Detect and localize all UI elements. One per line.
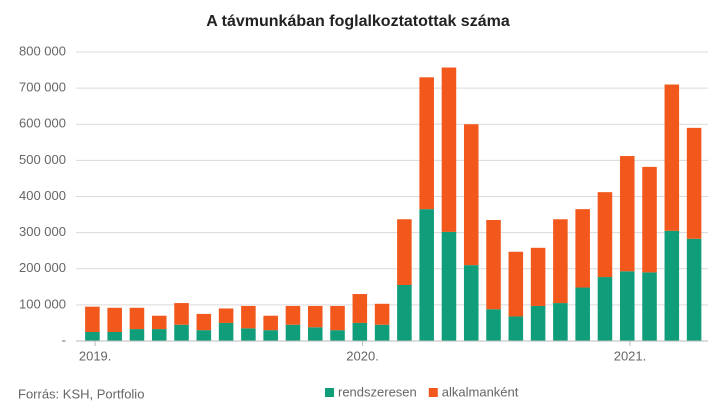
bar-segment bbox=[285, 324, 301, 341]
bar-segment bbox=[664, 84, 680, 231]
y-tick-label: 100 000 bbox=[19, 296, 66, 311]
y-tick-label: - bbox=[62, 332, 66, 347]
bar-segment bbox=[419, 77, 434, 210]
bar-segment bbox=[307, 327, 323, 341]
bar-segment bbox=[196, 313, 212, 331]
y-tick-label: 800 000 bbox=[19, 43, 66, 58]
bar-segment bbox=[374, 324, 390, 341]
y-tick-label: 300 000 bbox=[19, 224, 66, 239]
x-tick-label: 2019. bbox=[79, 348, 112, 363]
bar-segment bbox=[129, 307, 145, 330]
y-tick-label: 600 000 bbox=[19, 116, 66, 131]
bar-segment bbox=[575, 209, 590, 288]
y-tick-label: 500 000 bbox=[19, 152, 66, 167]
bar-segment bbox=[441, 231, 457, 341]
bar-segment bbox=[241, 328, 256, 341]
bar-segment bbox=[463, 265, 479, 341]
bar-segment bbox=[463, 124, 479, 266]
chart-title: A távmunkában foglalkoztatottak száma bbox=[206, 13, 510, 30]
bar-segment bbox=[352, 322, 368, 341]
bar-segment bbox=[553, 219, 568, 304]
bar-segment bbox=[441, 67, 457, 232]
bar-segment bbox=[85, 306, 100, 332]
legend-label: alkalmanként bbox=[442, 384, 519, 399]
bar-segment bbox=[397, 219, 412, 286]
bar-segment bbox=[419, 209, 434, 341]
y-tick-label: 200 000 bbox=[19, 260, 66, 275]
bar-segment bbox=[642, 272, 657, 341]
bar-segment bbox=[174, 324, 189, 341]
x-tick-label: 2021. bbox=[614, 348, 647, 363]
bar-segment bbox=[263, 330, 278, 341]
bar-segment bbox=[530, 247, 546, 306]
bar-segment bbox=[151, 329, 167, 341]
bar-segment bbox=[129, 329, 145, 341]
bar-segment bbox=[263, 315, 278, 331]
bar-segment bbox=[486, 309, 501, 341]
x-tick-label: 2020. bbox=[346, 348, 379, 363]
bar-segment bbox=[330, 330, 345, 341]
bar-segment bbox=[107, 331, 122, 341]
bar-segment bbox=[218, 308, 234, 323]
bar-segment bbox=[553, 303, 568, 341]
legend-label: rendszeresen bbox=[338, 384, 417, 399]
source: Forrás: KSH, Portfolio bbox=[18, 386, 144, 401]
legend-swatch bbox=[428, 388, 438, 397]
bar-segment bbox=[530, 305, 546, 341]
bar-segment bbox=[330, 305, 345, 331]
bar-segment bbox=[597, 192, 613, 278]
bar-segment bbox=[307, 305, 323, 328]
bar-segment bbox=[686, 238, 702, 341]
bar-segment bbox=[218, 322, 234, 341]
bar-segment bbox=[174, 303, 189, 325]
bar-segment bbox=[597, 277, 613, 341]
bar-segment bbox=[575, 287, 590, 341]
y-tick-label: 700 000 bbox=[19, 80, 66, 95]
bar-segment bbox=[642, 166, 657, 273]
bar-segment bbox=[619, 271, 635, 341]
bar-segment bbox=[85, 331, 100, 341]
bar-segment bbox=[486, 219, 501, 310]
bar-segment bbox=[508, 251, 524, 317]
legend-swatch bbox=[325, 388, 334, 397]
y-tick-label: 400 000 bbox=[19, 188, 66, 203]
bar-segment bbox=[107, 307, 122, 332]
bar-segment bbox=[374, 303, 390, 325]
bar-segment bbox=[619, 156, 635, 272]
bar-segment bbox=[285, 305, 301, 325]
bar-segment bbox=[196, 330, 212, 341]
bar-segment bbox=[241, 305, 256, 329]
bar-segment bbox=[397, 285, 412, 341]
bar-segment bbox=[151, 315, 167, 330]
bar-segment bbox=[352, 294, 368, 323]
bar-segment bbox=[686, 127, 702, 239]
bar-segment bbox=[664, 230, 680, 341]
bar-segment bbox=[508, 316, 524, 341]
